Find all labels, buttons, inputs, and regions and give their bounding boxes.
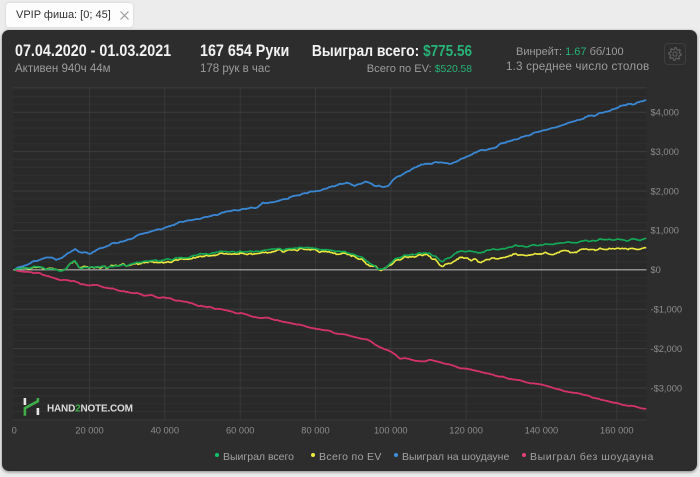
svg-text:$1,000: $1,000 [651, 226, 679, 236]
svg-text:60 000: 60 000 [226, 425, 254, 435]
svg-text:100 000: 100 000 [374, 425, 408, 435]
svg-text:40 000: 40 000 [151, 425, 179, 435]
svg-text:20 000: 20 000 [75, 425, 103, 435]
svg-text:-$3,000: -$3,000 [651, 383, 683, 393]
svg-text:160 000: 160 000 [600, 425, 634, 435]
svg-text:$2,000: $2,000 [651, 186, 679, 196]
svg-text:$3,000: $3,000 [651, 147, 679, 157]
svg-text:120 000: 120 000 [449, 425, 483, 435]
svg-text:$0: $0 [651, 265, 661, 275]
svg-text:140 000: 140 000 [525, 425, 559, 435]
svg-text:HAND2NOTE.COM: HAND2NOTE.COM [47, 404, 133, 415]
svg-text:$4,000: $4,000 [651, 108, 679, 118]
svg-text:-$1,000: -$1,000 [651, 305, 683, 315]
svg-text:80 000: 80 000 [301, 425, 329, 435]
svg-text:0: 0 [12, 425, 17, 435]
svg-text:-$2,000: -$2,000 [651, 344, 683, 354]
